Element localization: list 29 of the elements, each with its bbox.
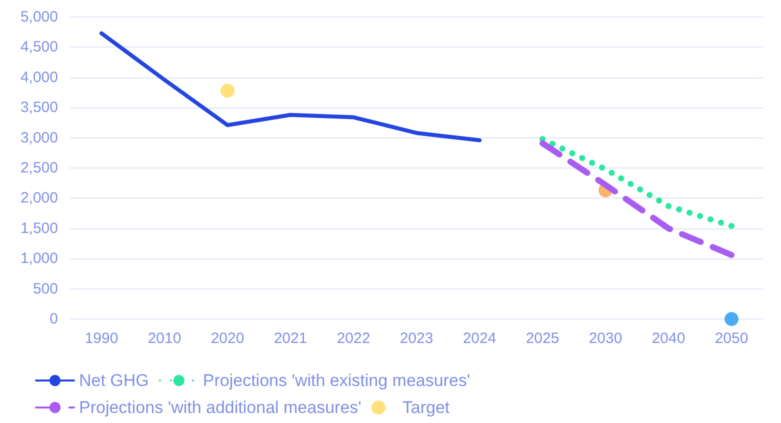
legend-label: Target bbox=[402, 398, 450, 417]
x-tick-label: 2025 bbox=[526, 330, 560, 347]
y-tick-label: 500 bbox=[32, 280, 58, 298]
y-tick-label: 1,000 bbox=[20, 250, 58, 268]
x-tick-label: 1990 bbox=[84, 330, 118, 347]
y-tick-label: 4,000 bbox=[20, 68, 58, 86]
x-tick-label: 2021 bbox=[274, 330, 308, 347]
x-tick-label: 2050 bbox=[714, 330, 748, 347]
legend-label: Projections 'with existing measures' bbox=[202, 371, 470, 390]
x-tick-label: 2010 bbox=[148, 330, 182, 347]
x-tick-label: 2040 bbox=[652, 330, 686, 347]
x-tick-label: 2024 bbox=[462, 330, 496, 347]
x-tick-label: 2023 bbox=[400, 330, 434, 347]
legend-label: Net GHG bbox=[79, 371, 149, 390]
x-tick-label: 2020 bbox=[210, 330, 244, 347]
y-tick-label: 5,000 bbox=[20, 8, 58, 26]
x-tick-label: 2030 bbox=[588, 330, 622, 347]
y-tick-label: 4,500 bbox=[20, 38, 58, 56]
point bbox=[724, 312, 738, 326]
y-tick-label: 0 bbox=[50, 310, 58, 328]
x-tick-label: 2022 bbox=[336, 330, 370, 347]
line-series bbox=[100, 31, 482, 142]
y-tick-label: 2,500 bbox=[20, 160, 58, 176]
y-tick-label: 3,000 bbox=[20, 129, 58, 146]
y-tick-label: 3,500 bbox=[20, 99, 58, 116]
y-tick-label: 1,500 bbox=[20, 220, 58, 237]
point bbox=[220, 84, 234, 98]
legend-label: Projections 'with additional measures' bbox=[79, 398, 362, 417]
y-tick-label: 2,000 bbox=[20, 190, 58, 207]
